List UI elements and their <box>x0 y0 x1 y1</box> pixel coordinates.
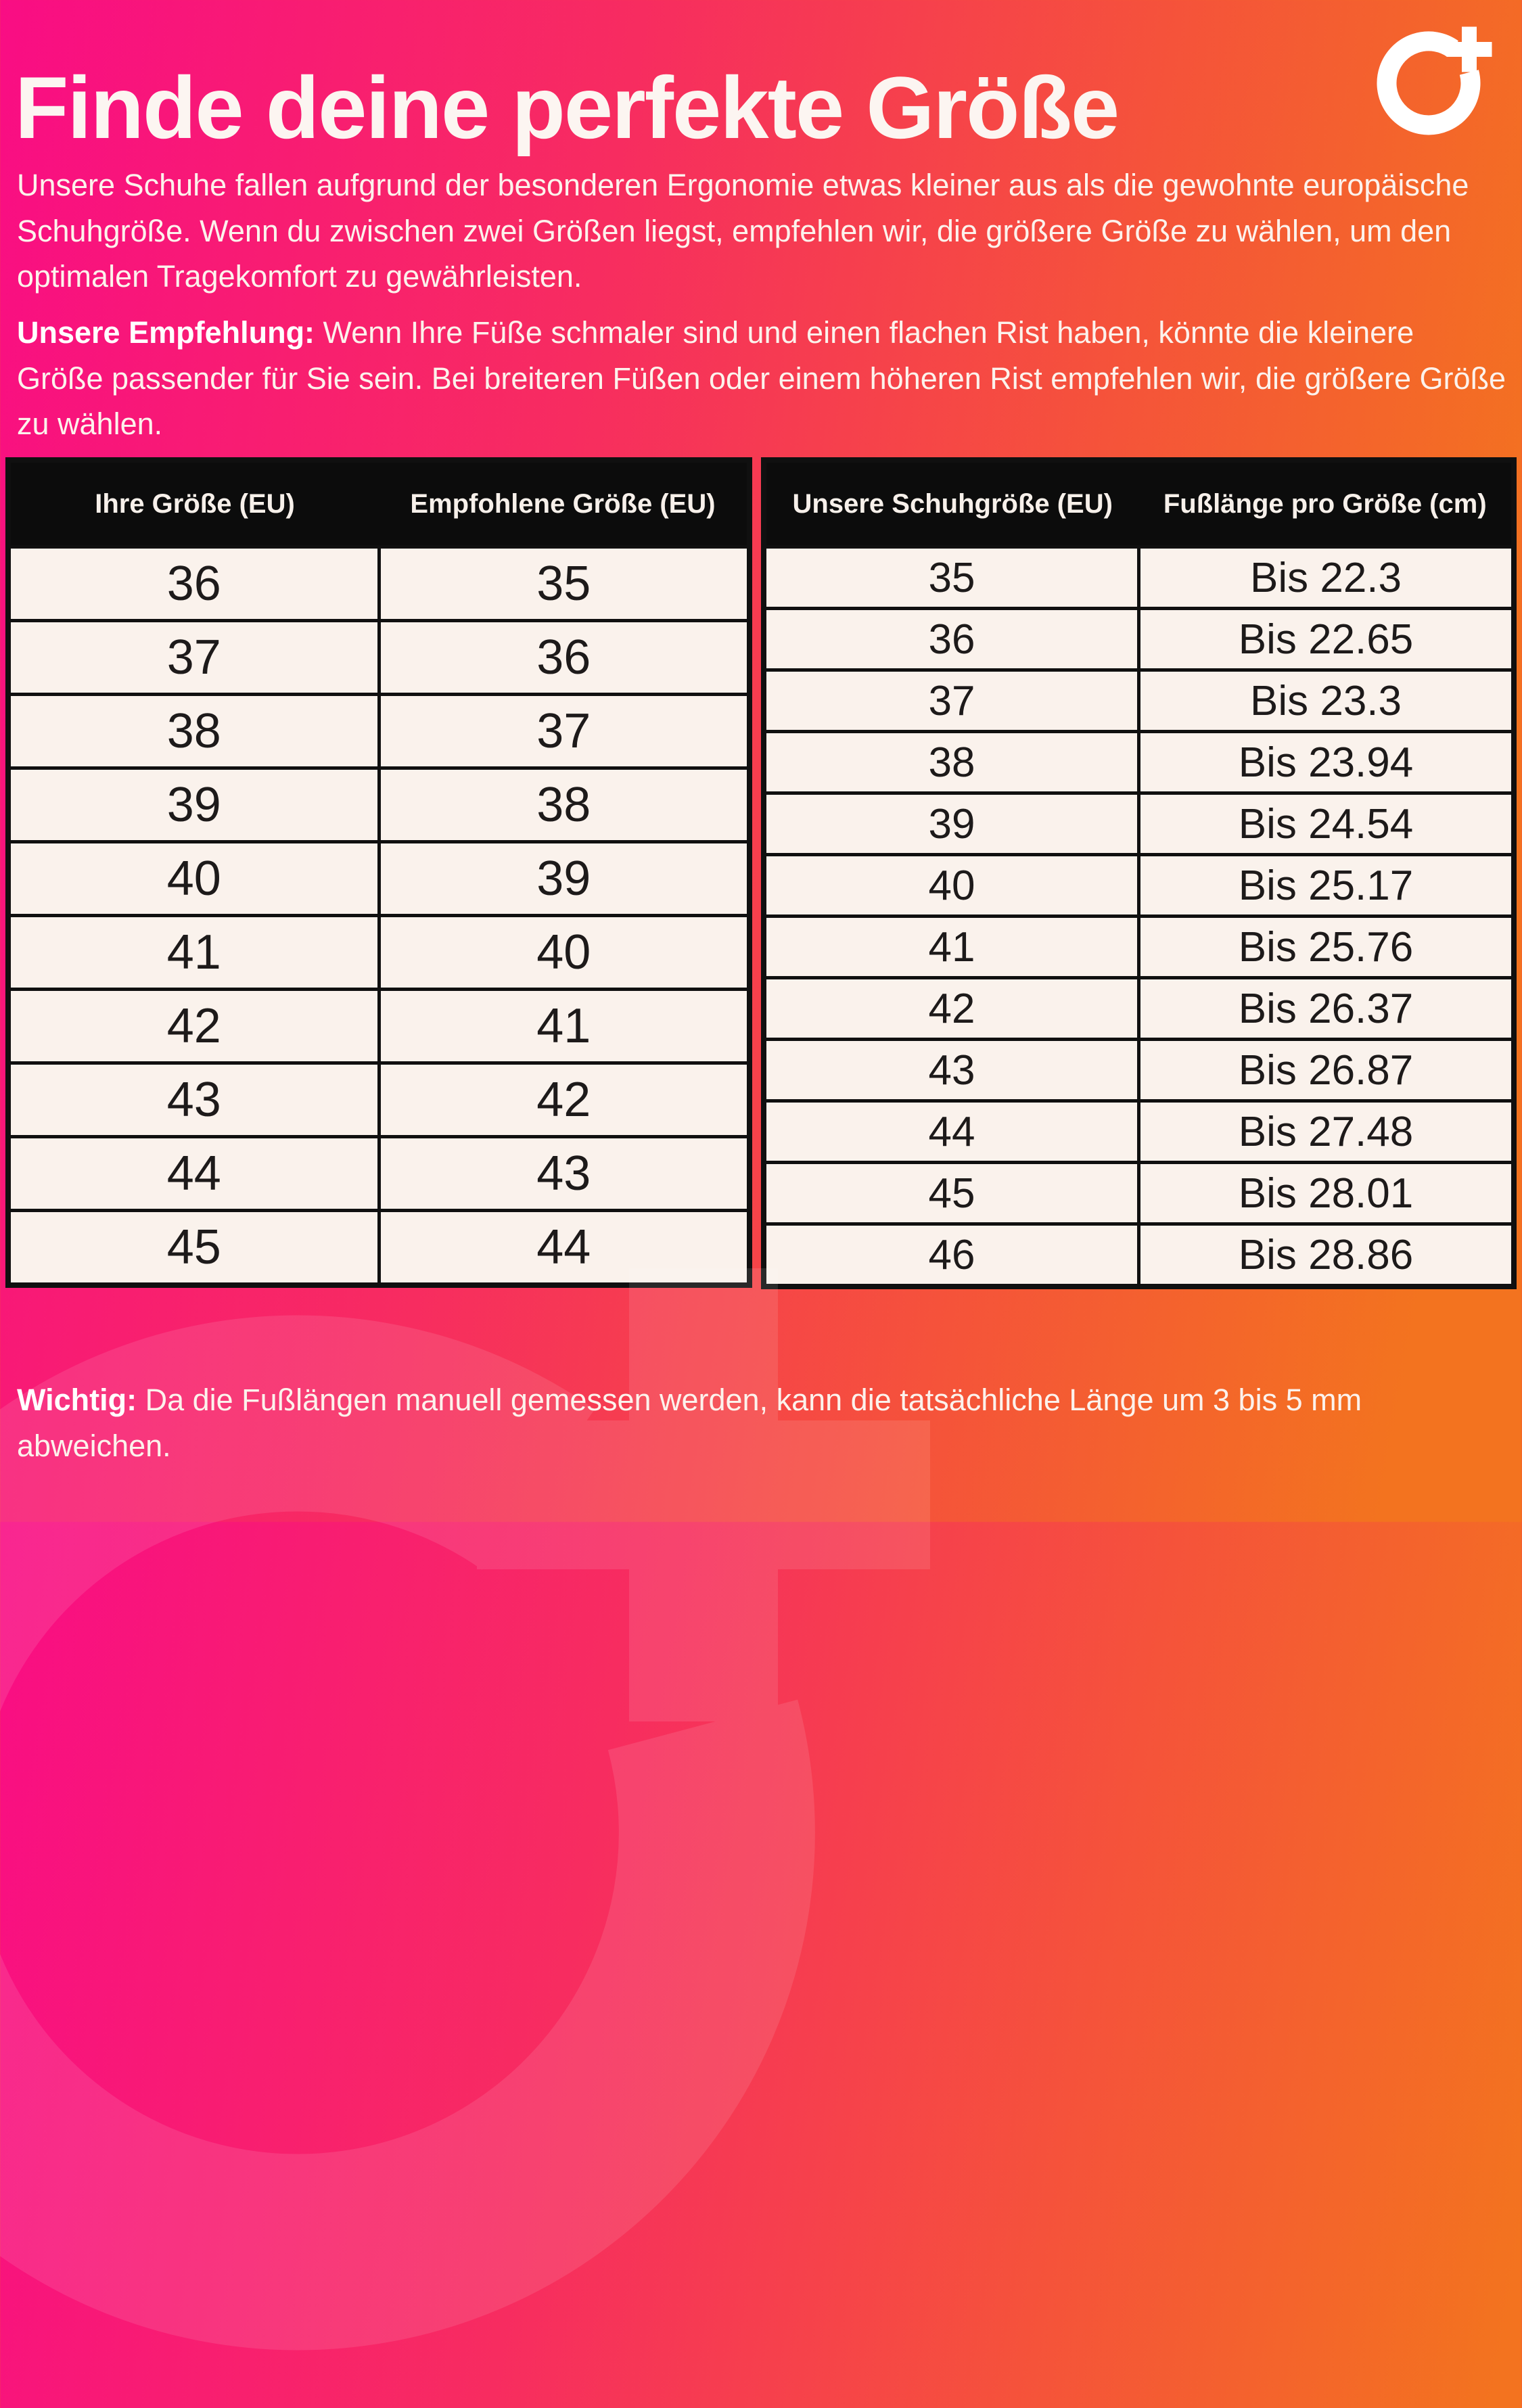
table-cell: 37 <box>377 693 752 770</box>
table-cell: Bis 28.01 <box>1137 1161 1516 1226</box>
table-cell: 42 <box>377 1061 752 1138</box>
table-row: 36 Bis 22.65 <box>762 607 1516 672</box>
table-cell: Bis 23.94 <box>1137 730 1516 795</box>
table-cell: Bis 25.17 <box>1137 853 1516 918</box>
table-cell: Bis 27.48 <box>1137 1099 1516 1164</box>
table-cell: 42 <box>762 976 1140 1041</box>
size-conversion-table-body: 36 35 37 36 38 37 39 38 40 39 41 40 42 41 43 42 44 43 45 44 <box>6 545 752 1287</box>
table-row: 35 Bis 22.3 <box>762 545 1516 610</box>
table-cell: 42 <box>6 988 381 1065</box>
table-cell: 44 <box>6 1135 381 1212</box>
table-row: 45 44 <box>6 1209 752 1287</box>
table-cell: 46 <box>762 1222 1140 1289</box>
table-row: 46 Bis 28.86 <box>762 1222 1516 1289</box>
table-cell: Bis 26.87 <box>1137 1038 1516 1103</box>
table-row: 44 Bis 27.48 <box>762 1099 1516 1164</box>
column-header-your-size: Ihre Größe (EU) <box>8 460 379 547</box>
table-row: 43 Bis 26.87 <box>762 1038 1516 1103</box>
table-cell: 39 <box>377 840 752 917</box>
table-row: 41 Bis 25.76 <box>762 914 1516 979</box>
table-row: 41 40 <box>6 914 752 991</box>
table-row: 40 39 <box>6 840 752 917</box>
table-cell: 39 <box>6 766 381 843</box>
table-cell: Bis 25.76 <box>1137 914 1516 979</box>
recommendation-label: Unsere Empfehlung: <box>17 315 315 350</box>
table-cell: 37 <box>6 619 381 696</box>
table-cell: Bis 22.3 <box>1137 545 1516 610</box>
table-row: 38 37 <box>6 693 752 770</box>
table-cell: Bis 24.54 <box>1137 791 1516 856</box>
table-cell: 43 <box>6 1061 381 1138</box>
footer-note-label: Wichtig: <box>17 1383 137 1417</box>
intro-paragraph: Unsere Schuhe fallen aufgrund der besond… <box>17 168 1469 294</box>
column-header-our-shoe-size: Unsere Schuhgröße (EU) <box>764 460 1139 547</box>
table-row: 37 36 <box>6 619 752 696</box>
table-cell: 43 <box>377 1135 752 1212</box>
table-cell: 36 <box>762 607 1140 672</box>
column-header-recommended-size: Empfohlene Größe (EU) <box>379 460 750 547</box>
size-conversion-table-header: Ihre Größe (EU) Empfohlene Größe (EU) <box>8 460 750 547</box>
table-row: 42 Bis 26.37 <box>762 976 1516 1041</box>
recommendation-paragraph: Unsere Empfehlung: Wenn Ihre Füße schmal… <box>17 310 1508 447</box>
table-row: 39 38 <box>6 766 752 843</box>
table-cell: 45 <box>6 1209 381 1287</box>
table-cell: 36 <box>377 619 752 696</box>
table-cell: Bis 22.65 <box>1137 607 1516 672</box>
table-row: 39 Bis 24.54 <box>762 791 1516 856</box>
footer-note: Wichtig: Da die Fußlängen manuell gemess… <box>17 1377 1465 1468</box>
table-cell: 35 <box>762 545 1140 610</box>
table-cell: 40 <box>377 914 752 991</box>
table-cell: 35 <box>377 545 752 622</box>
size-guide-infographic: { "page": { "title": "Finde deine perfek… <box>0 0 1522 1522</box>
table-cell: 44 <box>762 1099 1140 1164</box>
foot-length-table: Unsere Schuhgröße (EU) Fußlänge pro Größ… <box>761 457 1517 1289</box>
foot-length-table-header: Unsere Schuhgröße (EU) Fußlänge pro Größ… <box>764 460 1514 547</box>
table-row: 44 43 <box>6 1135 752 1212</box>
column-header-foot-length: Fußlänge pro Größe (cm) <box>1138 460 1514 547</box>
table-cell: 41 <box>377 988 752 1065</box>
recommendation-text: Wenn Ihre Füße schmaler sind und einen f… <box>17 315 1506 441</box>
table-cell: Bis 28.86 <box>1137 1222 1516 1289</box>
table-cell: 38 <box>6 693 381 770</box>
table-cell: Bis 26.37 <box>1137 976 1516 1041</box>
table-cell: 38 <box>377 766 752 843</box>
table-cell: 39 <box>762 791 1140 856</box>
table-row: 37 Bis 23.3 <box>762 668 1516 733</box>
table-cell: 36 <box>6 545 381 622</box>
table-cell: 38 <box>762 730 1140 795</box>
size-conversion-table: Ihre Größe (EU) Empfohlene Größe (EU) 36… <box>5 457 752 1288</box>
table-cell: 41 <box>762 914 1140 979</box>
table-row: 43 42 <box>6 1061 752 1138</box>
table-row: 45 Bis 28.01 <box>762 1161 1516 1226</box>
page-title: Finde deine perfekte Größe <box>15 58 1120 157</box>
table-cell: 40 <box>6 840 381 917</box>
table-cell: Bis 23.3 <box>1137 668 1516 733</box>
table-cell: 45 <box>762 1161 1140 1226</box>
footer-note-text: Da die Fußlängen manuell gemessen werden… <box>17 1383 1362 1463</box>
table-row: 38 Bis 23.94 <box>762 730 1516 795</box>
table-cell: 37 <box>762 668 1140 733</box>
table-cell: 40 <box>762 853 1140 918</box>
circle-plus-logo-icon <box>1377 26 1492 135</box>
table-cell: 43 <box>762 1038 1140 1103</box>
foot-length-table-body: 35 Bis 22.3 36 Bis 22.65 37 Bis 23.3 38 Bis 23.… <box>762 545 1516 1289</box>
table-cell: 44 <box>377 1209 752 1287</box>
table-row: 40 Bis 25.17 <box>762 853 1516 918</box>
table-row: 36 35 <box>6 545 752 622</box>
table-cell: 41 <box>6 914 381 991</box>
table-row: 42 41 <box>6 988 752 1065</box>
